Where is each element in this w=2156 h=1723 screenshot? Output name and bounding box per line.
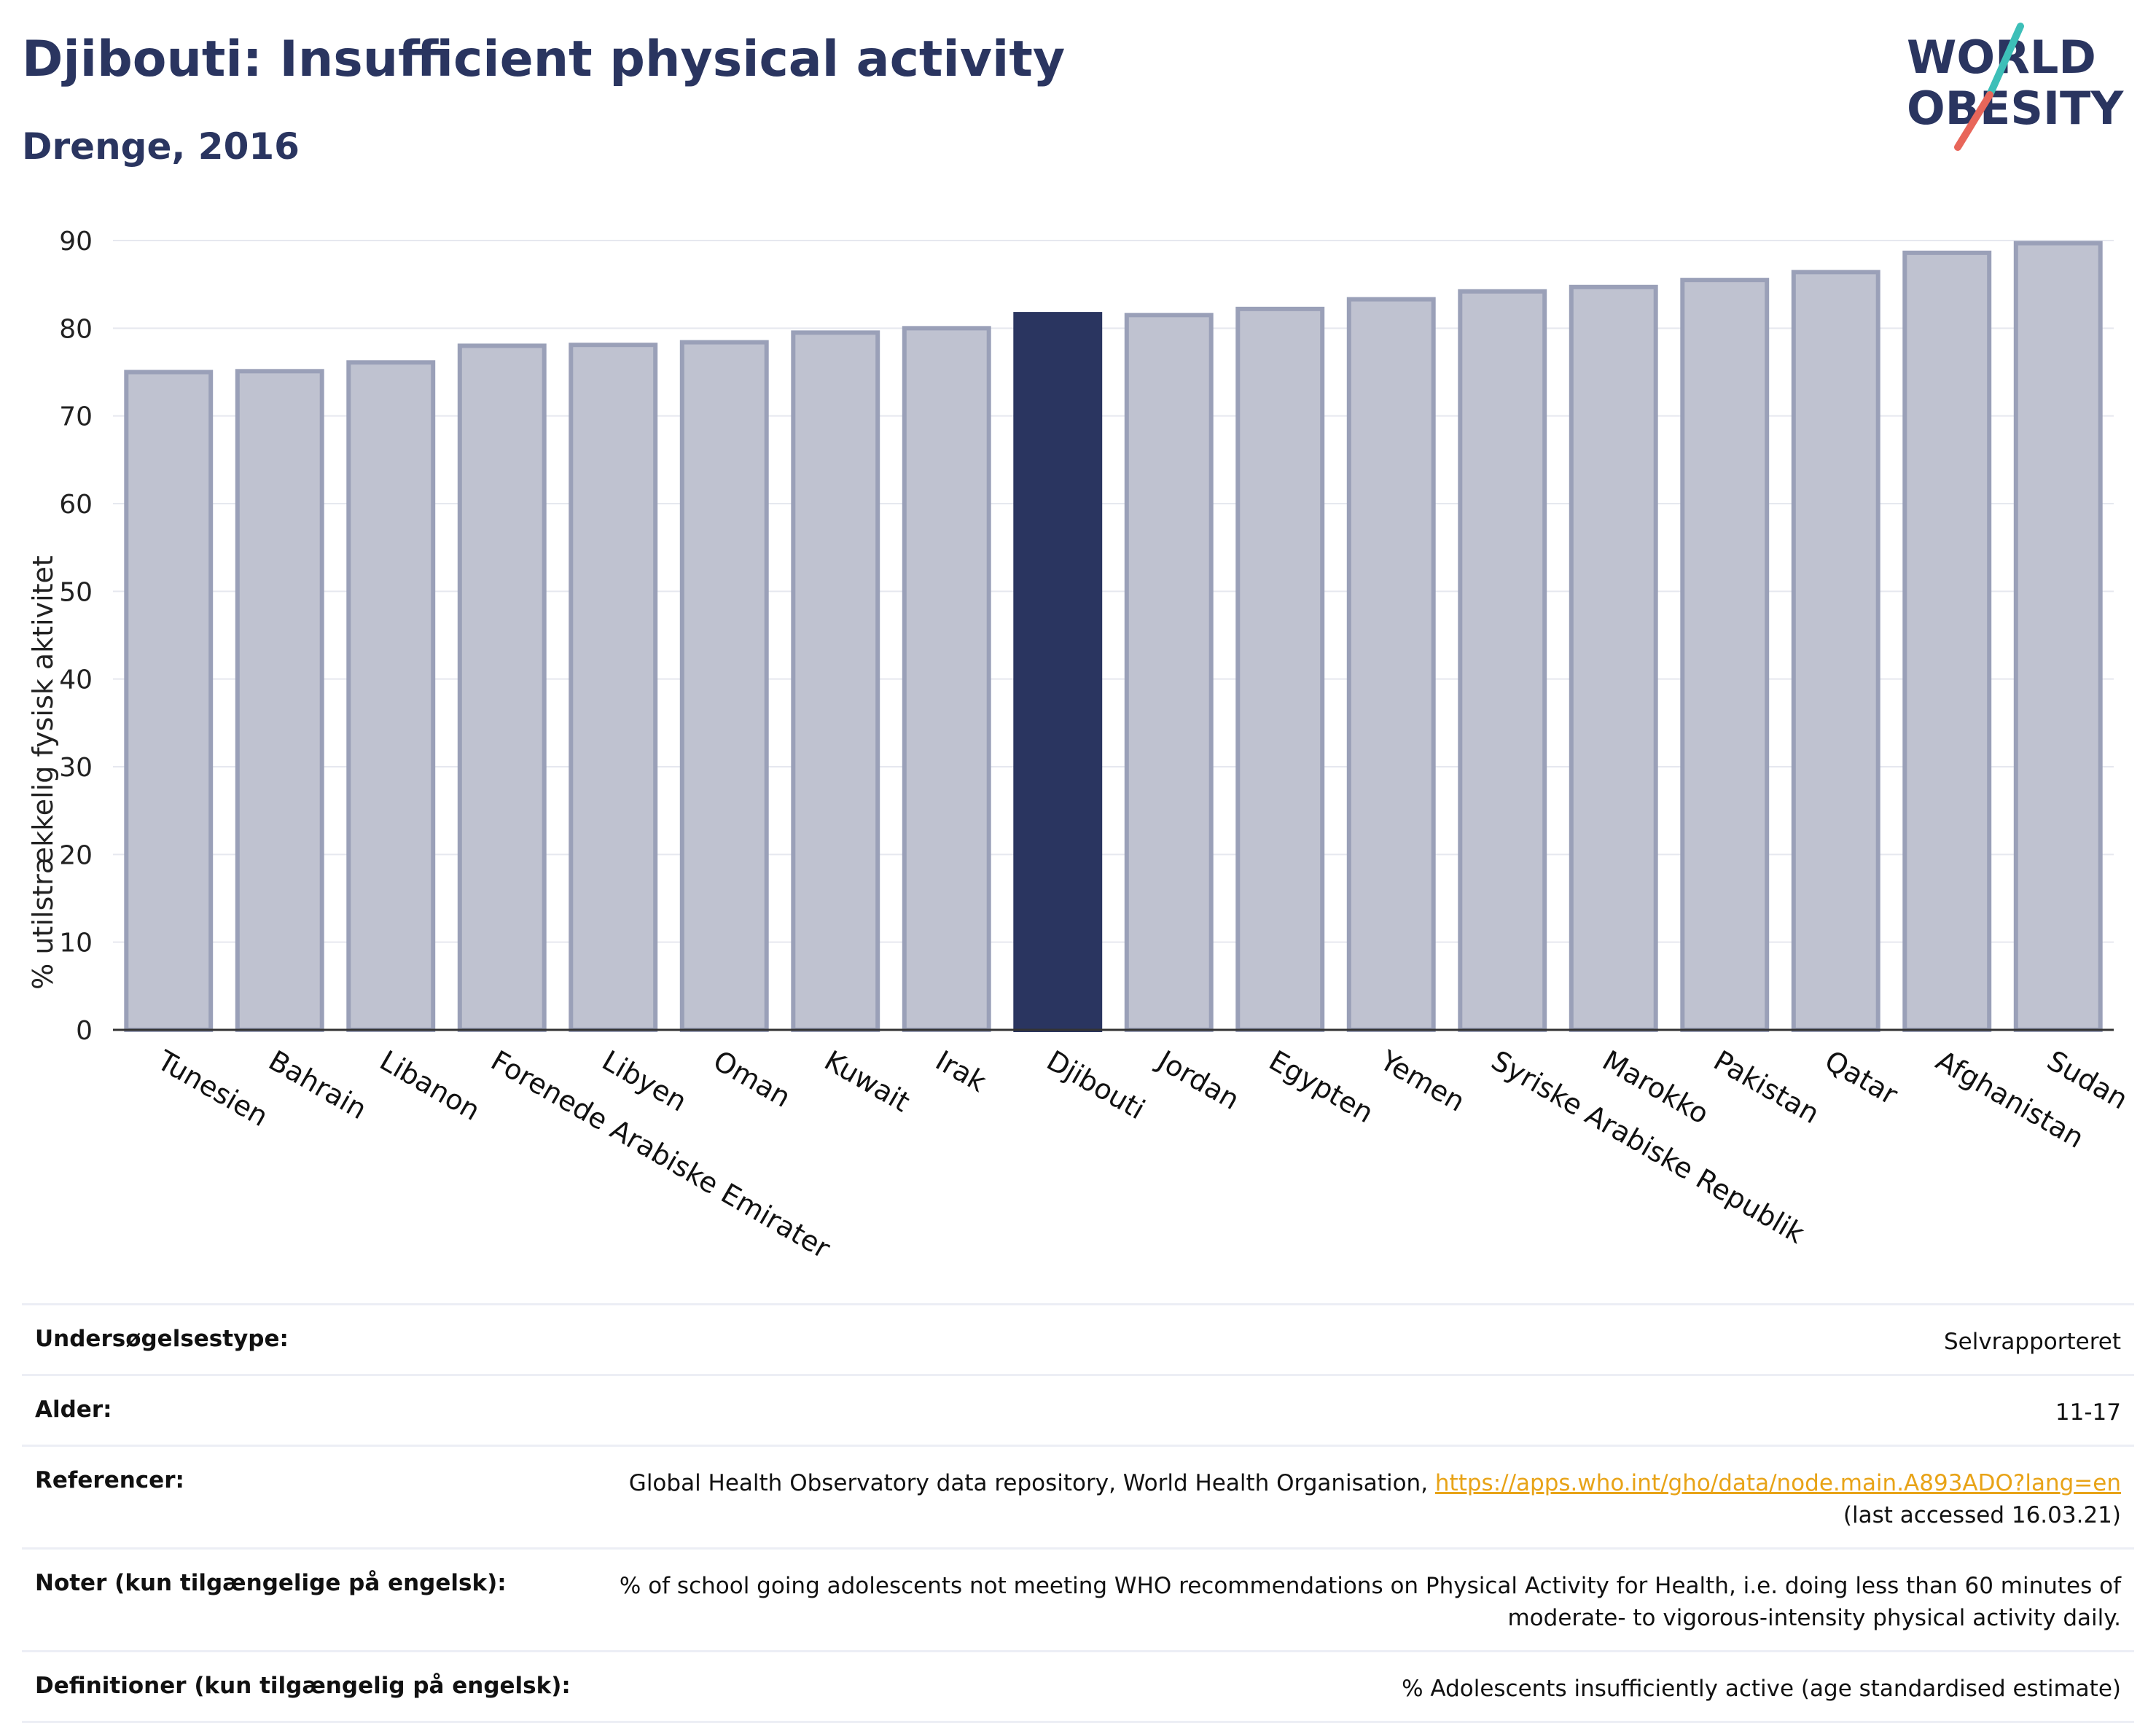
bar	[2013, 241, 2103, 1033]
logo-slash-top	[1986, 23, 2024, 98]
y-tick-label: 70	[59, 402, 93, 432]
bar	[457, 343, 547, 1032]
reference-accessed: (last accessed 16.03.21)	[1843, 1502, 2121, 1528]
bar	[569, 343, 658, 1033]
bar	[1346, 297, 1436, 1032]
meta-label: Alder:	[35, 1396, 112, 1423]
y-tick-label: 60	[59, 490, 93, 520]
y-tick-label: 80	[59, 314, 93, 344]
x-tick-label: Sudan	[2042, 1044, 2133, 1116]
y-tick-label: 0	[76, 1016, 93, 1046]
x-tick-label: Oman	[708, 1044, 796, 1114]
y-tick-labels: 0 10 20 30 40 50 60 70 80 90	[59, 227, 93, 1046]
bar	[346, 360, 436, 1033]
x-tick-label: Tunesien	[152, 1044, 273, 1133]
x-tick-label: Pakistan	[1708, 1044, 1825, 1130]
meta-row-definitions: Definitioner (kun tilgængelig på engelsk…	[22, 1650, 2134, 1723]
meta-label: Undersøgelsestype:	[35, 1326, 289, 1352]
meta-label: Definitioner (kun tilgængelig på engelsk…	[35, 1673, 571, 1699]
reference-link[interactable]: https://apps.who.int/gho/data/node.main.…	[1434, 1470, 2121, 1496]
bar	[1013, 312, 1103, 1032]
meta-row-notes: Noter (kun tilgængelige på engelsk): % o…	[22, 1547, 2134, 1650]
bars	[124, 241, 2103, 1033]
y-tick-label: 20	[59, 840, 93, 870]
x-tick-label: Kuwait	[819, 1044, 915, 1119]
y-tick-label: 90	[59, 227, 93, 257]
bar	[791, 330, 880, 1033]
reference-text: Global Health Observatory data repositor…	[628, 1470, 1435, 1496]
meta-value-references: Global Health Observatory data repositor…	[589, 1467, 2121, 1531]
bar	[679, 340, 769, 1032]
x-tick-label: Djibouti	[1042, 1044, 1151, 1126]
bar	[1458, 289, 1547, 1032]
meta-label: Referencer:	[35, 1467, 184, 1493]
x-tick-label: Irak	[930, 1044, 991, 1098]
y-tick-label: 50	[59, 577, 93, 607]
bar	[1791, 270, 1880, 1033]
x-tick-label: Libanon	[375, 1044, 485, 1127]
y-tick-label: 30	[59, 753, 93, 783]
bar	[1569, 284, 1658, 1032]
page-subtitle: Drenge, 2016	[22, 125, 300, 168]
bar	[1124, 313, 1214, 1033]
meta-value: % of school going adolescents not meetin…	[619, 1573, 2121, 1631]
x-tick-label: Bahrain	[263, 1044, 372, 1126]
logo-slash-bottom	[1954, 91, 1993, 151]
logo-line2: OBESITY	[1907, 82, 2124, 135]
meta-value: 11-17	[2055, 1399, 2121, 1426]
metadata-table: Undersøgelsestype: Selvrapporteret Alder…	[22, 1303, 2134, 1723]
meta-value: % Adolescents insufficiently active (age…	[1402, 1676, 2121, 1702]
y-tick-label: 10	[59, 929, 93, 958]
y-axis-label: % utilstrækkelig fysisk aktivitet	[27, 555, 59, 990]
x-tick-label: Yemen	[1374, 1044, 1470, 1118]
page-title: Djibouti: Insufficient physical activity	[22, 31, 1066, 88]
y-tick-label: 40	[59, 665, 93, 695]
bar	[124, 370, 214, 1032]
bar	[1902, 250, 1992, 1032]
meta-value: Selvrapporteret	[1943, 1329, 2121, 1355]
meta-label: Noter (kun tilgængelige på engelsk):	[35, 1570, 507, 1596]
x-tick-label: Jordan	[1152, 1044, 1245, 1117]
bar	[235, 369, 324, 1032]
bar	[902, 326, 991, 1033]
x-tick-label: Egypten	[1264, 1044, 1379, 1130]
bar	[1235, 306, 1325, 1033]
meta-row-age: Alder: 11-17	[22, 1374, 2134, 1445]
world-obesity-logo: WORLD OBESITY	[1907, 23, 2124, 151]
bar	[1680, 278, 1770, 1032]
x-tick-label: Qatar	[1819, 1044, 1903, 1111]
meta-row-references: Referencer: Global Health Observatory da…	[22, 1445, 2134, 1547]
meta-row-survey-type: Undersøgelsestype: Selvrapporteret	[22, 1303, 2134, 1374]
